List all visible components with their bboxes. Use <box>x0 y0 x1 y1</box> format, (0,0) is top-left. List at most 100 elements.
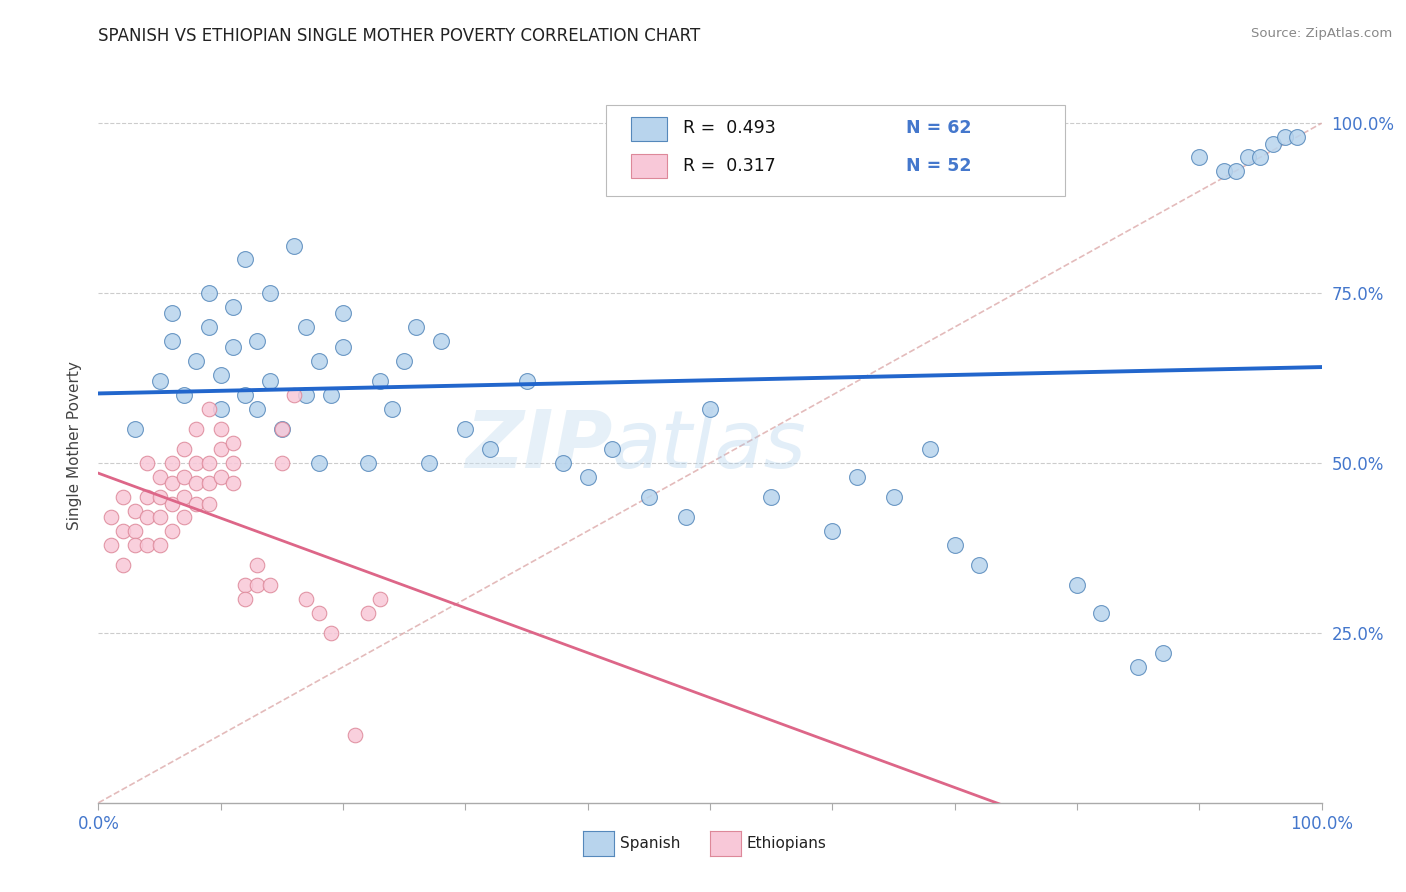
Point <box>173 388 195 402</box>
Point <box>332 341 354 355</box>
Text: N = 62: N = 62 <box>905 120 972 137</box>
Point <box>209 422 232 436</box>
Point <box>222 456 245 470</box>
Point <box>1128 660 1150 674</box>
Text: R =  0.317: R = 0.317 <box>683 157 776 175</box>
Point <box>883 490 905 504</box>
Point <box>186 476 208 491</box>
Point <box>209 442 232 457</box>
Point <box>295 388 318 402</box>
Point <box>356 606 378 620</box>
Point <box>1225 163 1247 178</box>
Point <box>173 510 195 524</box>
Point <box>319 626 342 640</box>
Point <box>100 537 122 551</box>
Point <box>233 591 256 606</box>
Point <box>454 422 477 436</box>
Point <box>1188 150 1211 164</box>
Point <box>160 497 183 511</box>
Point <box>283 238 305 252</box>
Point <box>233 578 256 592</box>
Point <box>405 320 427 334</box>
Point <box>283 388 305 402</box>
Point <box>233 388 256 402</box>
Point <box>1066 578 1088 592</box>
Text: R =  0.493: R = 0.493 <box>683 120 776 137</box>
Point <box>270 456 294 470</box>
Text: Ethiopians: Ethiopians <box>747 837 827 851</box>
Point <box>319 388 342 402</box>
Point <box>111 490 134 504</box>
Point <box>943 537 966 551</box>
Point <box>136 490 159 504</box>
Point <box>1274 129 1296 144</box>
Point <box>638 490 661 504</box>
Point <box>430 334 453 348</box>
Point <box>173 469 195 483</box>
Point <box>124 537 146 551</box>
Point <box>1286 129 1309 144</box>
Point <box>136 456 159 470</box>
Point <box>160 456 183 470</box>
Point <box>600 442 623 457</box>
Point <box>368 591 391 606</box>
Point <box>845 469 868 483</box>
Point <box>186 497 208 511</box>
Point <box>233 252 256 266</box>
Point <box>1261 136 1284 151</box>
Point <box>259 375 281 389</box>
Point <box>186 456 208 470</box>
Point <box>197 456 219 470</box>
Point <box>295 320 318 334</box>
Point <box>515 375 537 389</box>
Point <box>222 435 245 450</box>
Point <box>160 476 183 491</box>
Point <box>136 537 159 551</box>
Text: SPANISH VS ETHIOPIAN SINGLE MOTHER POVERTY CORRELATION CHART: SPANISH VS ETHIOPIAN SINGLE MOTHER POVER… <box>98 27 700 45</box>
Point <box>197 320 219 334</box>
Point <box>124 503 146 517</box>
Point <box>295 591 318 606</box>
Point <box>761 490 783 504</box>
Point <box>368 375 391 389</box>
Point <box>222 341 245 355</box>
Point <box>246 558 269 572</box>
Point <box>1249 150 1271 164</box>
Text: atlas: atlas <box>612 407 807 485</box>
Point <box>308 456 330 470</box>
Point <box>149 490 172 504</box>
Point <box>222 476 245 491</box>
Point <box>186 354 208 368</box>
Point <box>308 606 330 620</box>
FancyBboxPatch shape <box>606 105 1064 196</box>
Point <box>246 578 269 592</box>
Point <box>186 422 208 436</box>
Point <box>478 442 501 457</box>
Point <box>149 537 172 551</box>
Point <box>270 422 294 436</box>
Point <box>967 558 990 572</box>
Point <box>124 422 146 436</box>
Point <box>111 558 134 572</box>
Point <box>675 510 697 524</box>
Point <box>1090 606 1112 620</box>
Point <box>699 401 721 416</box>
Point <box>149 469 172 483</box>
Point <box>197 286 219 301</box>
Point <box>1237 150 1260 164</box>
Point <box>553 456 575 470</box>
Point <box>418 456 440 470</box>
Point <box>344 728 367 742</box>
Point <box>1212 163 1234 178</box>
Point <box>173 490 195 504</box>
Point <box>124 524 146 538</box>
Point <box>392 354 416 368</box>
Point <box>209 368 232 382</box>
Point <box>270 422 294 436</box>
Text: N = 52: N = 52 <box>905 157 972 175</box>
Point <box>111 524 134 538</box>
Point <box>149 510 172 524</box>
Point <box>160 524 183 538</box>
Point <box>160 334 183 348</box>
Text: Source: ZipAtlas.com: Source: ZipAtlas.com <box>1251 27 1392 40</box>
